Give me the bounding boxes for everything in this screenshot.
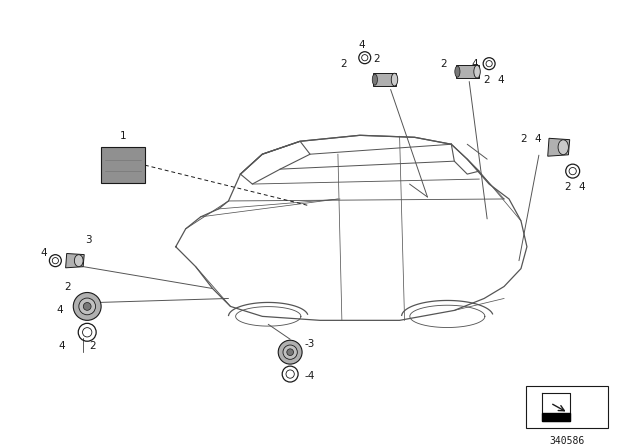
Text: 4: 4	[59, 341, 65, 351]
Text: 4: 4	[534, 134, 541, 144]
Bar	[526, 386, 607, 428]
Text: 2: 2	[89, 341, 96, 351]
Ellipse shape	[372, 74, 378, 85]
FancyBboxPatch shape	[101, 147, 145, 183]
Polygon shape	[456, 65, 479, 78]
Text: 4: 4	[497, 74, 504, 85]
Text: 2: 2	[483, 74, 490, 85]
Text: 2: 2	[65, 281, 71, 292]
Ellipse shape	[455, 66, 460, 77]
Text: 2: 2	[340, 59, 347, 69]
Circle shape	[278, 340, 302, 364]
Text: 4: 4	[579, 182, 586, 192]
Text: 2: 2	[373, 54, 380, 64]
Text: 4: 4	[471, 59, 478, 69]
Circle shape	[287, 349, 294, 356]
Ellipse shape	[558, 140, 568, 155]
Ellipse shape	[74, 254, 83, 267]
Text: 3: 3	[85, 235, 92, 245]
Polygon shape	[548, 138, 570, 156]
Circle shape	[73, 293, 101, 320]
Text: 340586: 340586	[549, 436, 584, 446]
Text: 4: 4	[41, 248, 47, 258]
Text: 4: 4	[359, 40, 365, 50]
Text: 4: 4	[57, 306, 63, 315]
Ellipse shape	[474, 65, 480, 78]
Polygon shape	[542, 413, 570, 421]
Circle shape	[79, 298, 95, 315]
Text: 2: 2	[564, 182, 572, 192]
Text: 2: 2	[441, 59, 447, 69]
Text: -4: -4	[304, 371, 314, 381]
Circle shape	[283, 345, 298, 359]
Circle shape	[83, 302, 91, 310]
Text: 2: 2	[520, 134, 527, 144]
Polygon shape	[66, 254, 84, 268]
Text: 1: 1	[120, 131, 126, 141]
Text: -3: -3	[304, 339, 314, 349]
Polygon shape	[373, 73, 396, 86]
Ellipse shape	[391, 73, 397, 86]
